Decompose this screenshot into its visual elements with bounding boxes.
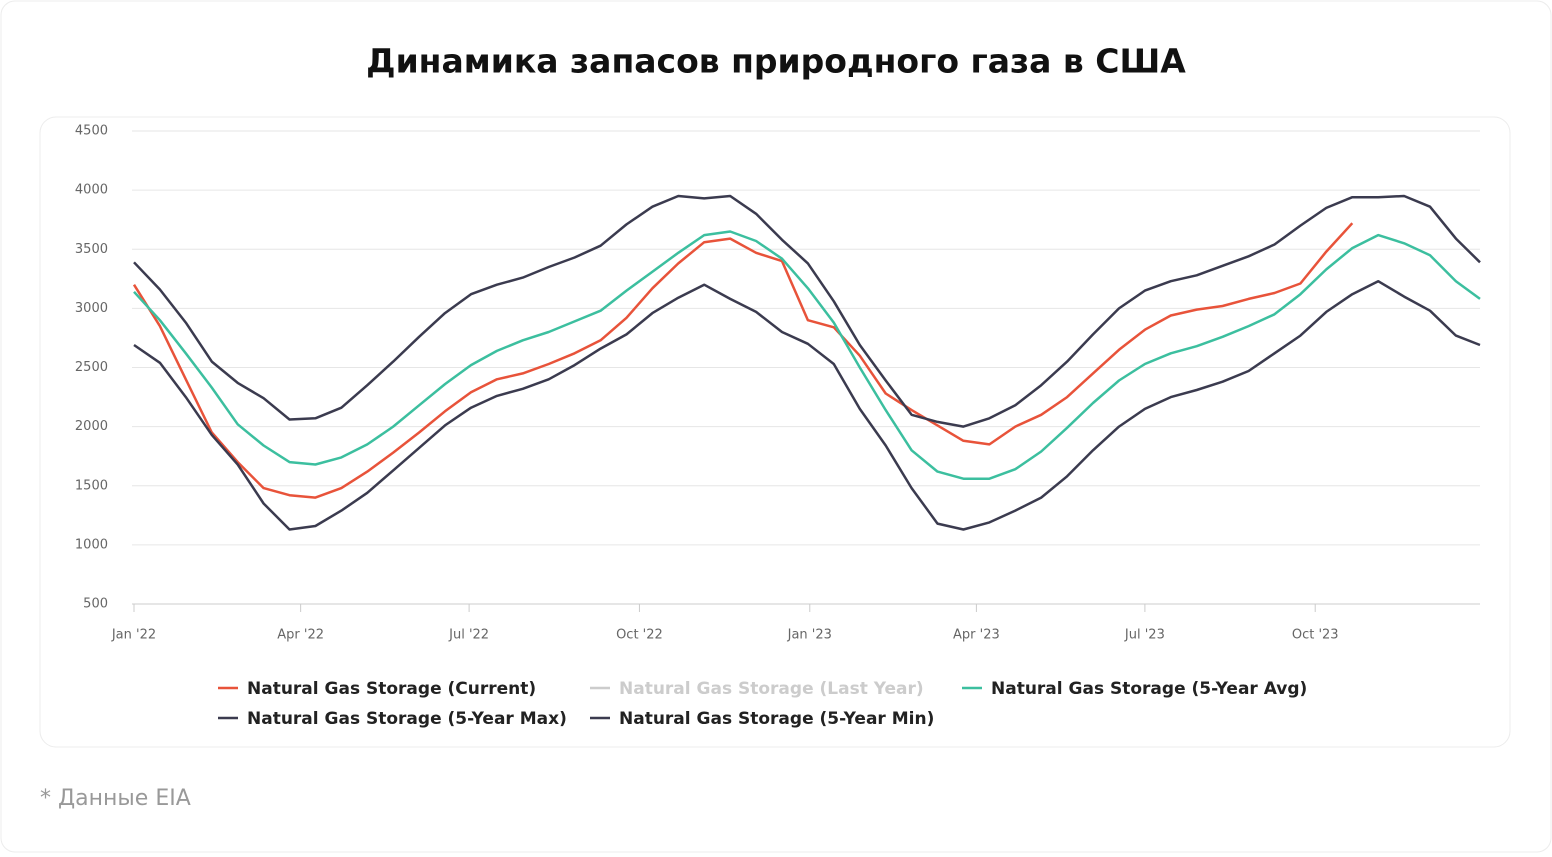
series-line [132,222,1354,499]
x-tick-label: Jan '23 [787,628,832,643]
x-tick-label: Apr '23 [953,628,1000,643]
chart-card [39,116,1511,748]
x-tick-label: Jul '23 [1124,628,1165,643]
footnote: * Данные EIA [40,786,191,811]
y-tick-label: 1000 [75,537,108,552]
x-tick-label: Oct '23 [1292,628,1339,643]
y-tick-label: 4000 [75,183,108,198]
y-tick-label: 500 [83,597,108,612]
legend-label: Natural Gas Storage (5-Year Max) [247,709,567,729]
x-tick-label: Jan '22 [111,628,156,643]
legend-label: Natural Gas Storage (5-Year Min) [619,709,934,729]
legend-label: Natural Gas Storage (5-Year Avg) [991,679,1307,699]
x-tick-label: Jul '22 [448,628,489,643]
y-tick-label: 4500 [75,124,108,139]
series-line [133,279,1481,531]
x-tick-label: Oct '22 [616,628,663,643]
chart-title: Динамика запасов природного газа в США [366,42,1186,81]
legend-label: Natural Gas Storage (Current) [247,679,536,699]
legend-label: Natural Gas Storage (Last Year) [619,679,924,699]
y-tick-label: 3500 [75,242,108,257]
y-tick-label: 3000 [75,301,108,316]
y-tick-label: 1500 [75,478,108,493]
series-line [133,194,1481,428]
y-tick-label: 2000 [75,419,108,434]
y-tick-label: 2500 [75,360,108,375]
x-tick-label: Apr '22 [277,628,324,643]
series-line [133,230,1481,480]
